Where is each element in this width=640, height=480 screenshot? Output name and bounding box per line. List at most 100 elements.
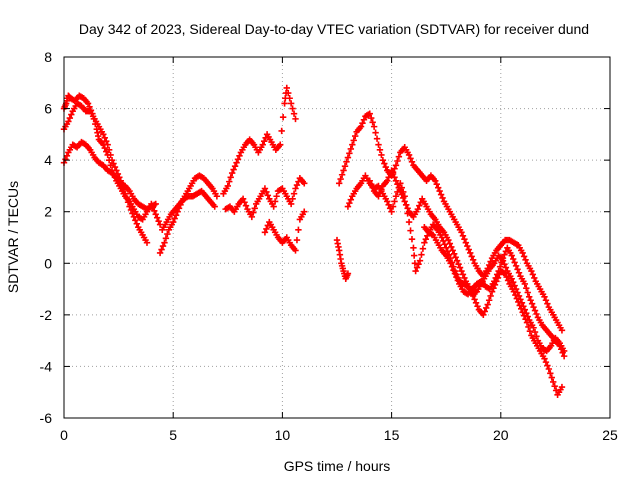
- data-point: [480, 311, 487, 319]
- data-point: [285, 89, 292, 97]
- series-arc-E: [159, 187, 218, 233]
- data-point: [511, 282, 518, 289]
- data-point: [441, 241, 448, 248]
- data-point: [410, 252, 418, 259]
- data-point: [340, 167, 347, 174]
- data-point: [366, 177, 373, 184]
- data-point: [132, 217, 139, 224]
- data-point: [405, 218, 413, 226]
- data-point: [347, 196, 355, 203]
- data-point: [263, 225, 270, 233]
- data-point: [213, 193, 221, 200]
- y-tick-label: 6: [44, 101, 52, 117]
- data-point: [293, 236, 301, 244]
- data-point: [448, 259, 456, 266]
- data-point: [394, 157, 401, 165]
- data-point: [522, 256, 529, 264]
- data-point: [283, 84, 290, 92]
- data-point: [228, 169, 236, 177]
- data-point: [344, 203, 352, 210]
- data-point: [161, 239, 168, 246]
- data-point: [236, 152, 243, 160]
- data-point: [126, 203, 133, 210]
- data-point: [438, 234, 446, 241]
- data-point: [509, 255, 517, 263]
- data-point: [251, 205, 258, 212]
- data-point: [347, 145, 355, 153]
- data-point: [101, 144, 108, 152]
- data-point: [395, 153, 403, 160]
- data-point: [400, 194, 407, 202]
- x-tick-label: 0: [60, 427, 68, 443]
- data-point: [408, 158, 416, 166]
- data-point: [287, 100, 295, 107]
- series-arc-G: [222, 174, 308, 221]
- data-point: [211, 203, 218, 210]
- data-point: [531, 274, 538, 282]
- data-point: [458, 267, 465, 275]
- data-point: [162, 235, 170, 242]
- data-point: [436, 187, 443, 195]
- data-point: [397, 187, 404, 195]
- data-point: [471, 296, 478, 303]
- data-point: [349, 141, 356, 148]
- data-point: [113, 167, 120, 174]
- data-point: [250, 209, 257, 216]
- data-point: [453, 271, 460, 278]
- data-point: [467, 249, 474, 257]
- data-point: [533, 333, 540, 340]
- data-point: [528, 300, 536, 307]
- data-point: [545, 365, 553, 373]
- data-point: [493, 278, 500, 285]
- data-point: [514, 266, 521, 273]
- data-point: [401, 198, 408, 205]
- data-point: [290, 110, 298, 117]
- data-point: [123, 194, 130, 202]
- data-point: [108, 156, 116, 164]
- data-point: [156, 249, 164, 257]
- data-point: [525, 323, 532, 331]
- data-point: [373, 135, 381, 142]
- data-point: [511, 259, 518, 266]
- data-point: [230, 166, 237, 173]
- data-point: [447, 254, 454, 262]
- series-arc-D: [156, 172, 221, 257]
- data-point: [261, 229, 269, 236]
- y-tick-label: 2: [44, 204, 52, 220]
- x-tick-label: 20: [493, 427, 509, 443]
- data-point: [158, 246, 165, 253]
- data-point: [277, 141, 284, 148]
- data-point: [366, 110, 373, 117]
- data-point: [368, 181, 375, 188]
- data-point: [344, 270, 352, 277]
- data-point: [464, 242, 471, 250]
- data-point: [422, 236, 430, 243]
- data-point: [518, 299, 526, 307]
- data-point: [412, 267, 419, 275]
- data-points: [60, 84, 568, 398]
- data-point: [259, 141, 266, 148]
- chart-title: Day 342 of 2023, Sidereal Day-to-day VTE…: [79, 21, 589, 37]
- data-point: [389, 170, 397, 178]
- data-point: [472, 299, 480, 307]
- data-point: [388, 208, 395, 215]
- data-point: [372, 129, 379, 136]
- data-point: [344, 154, 352, 161]
- data-point: [239, 195, 247, 203]
- data-point: [338, 171, 346, 178]
- data-point: [465, 246, 472, 253]
- data-point: [443, 244, 450, 252]
- data-point: [301, 208, 308, 215]
- data-point: [515, 269, 523, 276]
- data-point: [481, 308, 488, 315]
- data-point: [301, 180, 308, 187]
- data-point: [454, 274, 462, 282]
- data-point: [503, 273, 510, 281]
- data-point: [446, 240, 454, 247]
- data-point: [391, 174, 398, 181]
- data-point: [337, 175, 344, 183]
- data-point: [155, 217, 162, 225]
- data-point: [542, 358, 550, 366]
- y-axis-label: SDTVAR / TECUs: [5, 181, 21, 293]
